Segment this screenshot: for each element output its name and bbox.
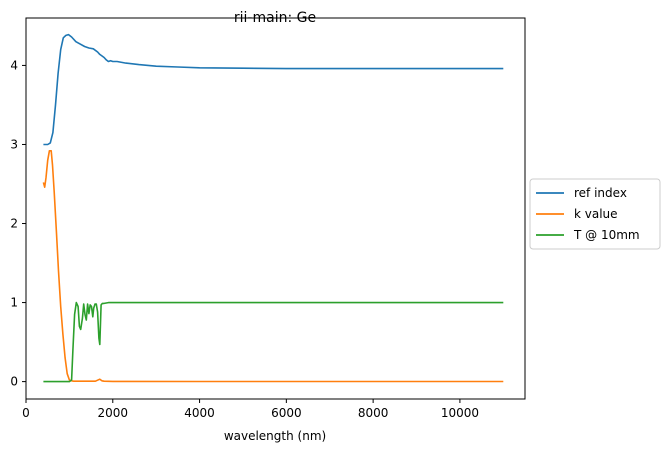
legend-label-1: k value (574, 207, 618, 221)
series-line-0 (43, 33, 504, 146)
y-tick-label: 3 (10, 137, 18, 151)
plot-lines (42, 33, 504, 383)
series-line-1 (42, 150, 504, 383)
x-tick-label: 6000 (271, 406, 302, 420)
series-line-2 (43, 301, 504, 383)
y-axis-ticks: 0 1 2 3 4 (10, 58, 26, 389)
legend-label-2: T @ 10mm (573, 228, 640, 242)
x-tick-label: 2000 (98, 406, 129, 420)
x-tick-label: 4000 (184, 406, 215, 420)
y-tick-label: 4 (10, 58, 18, 72)
x-tick-label: 8000 (358, 406, 389, 420)
plot-frame (25, 17, 526, 400)
y-tick-label: 2 (10, 217, 18, 231)
y-tick-label: 0 (10, 375, 18, 389)
legend-label-0: ref index (574, 186, 627, 200)
x-tick-label: 0 (22, 406, 30, 420)
legend-box (529, 178, 661, 250)
x-axis-ticks: 0 2000 4000 6000 8000 10000 (22, 399, 479, 420)
x-tick-label: 10000 (441, 406, 479, 420)
legend: ref index k value T @ 10mm (529, 178, 661, 250)
x-axis-label: wavelength (nm) (224, 429, 326, 443)
y-tick-label: 1 (10, 296, 18, 310)
